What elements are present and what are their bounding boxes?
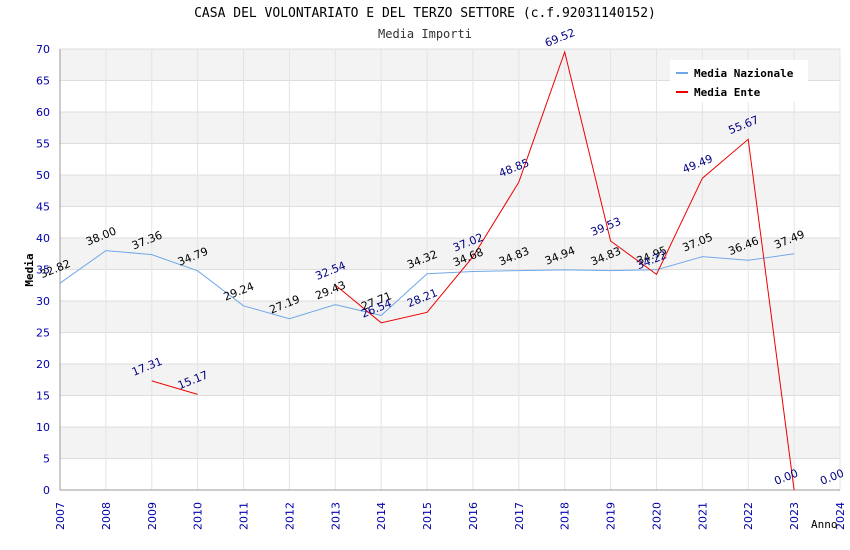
x-tick-label: 2016 [467, 502, 480, 530]
y-tick-label: 25 [36, 327, 50, 340]
data-label: 32.82 [38, 257, 72, 281]
data-label: 0.00 [772, 467, 800, 488]
series-line-media-nazionale [59, 250, 795, 320]
y-tick-label: 15 [36, 390, 50, 403]
series-line-media-ente [334, 50, 795, 491]
x-tick-label: 2013 [329, 502, 342, 530]
y-tick-label: 20 [36, 358, 50, 371]
x-tick-label: 2014 [375, 502, 388, 530]
grid-band [60, 364, 840, 396]
legend-box [670, 60, 808, 102]
x-tick-label: 2015 [421, 502, 434, 530]
legend-label: Media Ente [694, 86, 761, 99]
chart-title: CASA DEL VOLONTARIATO E DEL TERZO SETTOR… [194, 6, 656, 21]
y-tick-label: 40 [36, 232, 50, 245]
x-tick-label: 2019 [605, 502, 618, 530]
grid-band [60, 112, 840, 144]
x-tick-label: 2020 [650, 502, 663, 530]
x-tick-label: 2011 [238, 502, 251, 530]
x-tick-label: 2017 [513, 502, 526, 530]
x-tick-label: 2018 [559, 502, 572, 530]
y-tick-label: 35 [36, 264, 50, 277]
y-tick-label: 30 [36, 295, 50, 308]
data-label: 0.00 [818, 467, 846, 488]
y-axis-ticks: 0 5 10 15 20 25 30 35 40 45 50 55 60 65 70 [36, 43, 50, 497]
x-axis-ticks: 2007 2008 2009 2010 2011 2012 2013 2014 2015 2016… [54, 502, 847, 530]
y-tick-label: 70 [36, 43, 50, 56]
series-line-media-ente [151, 380, 198, 395]
axes [59, 49, 840, 491]
grid-band [60, 238, 840, 270]
x-axis-label: Anno [811, 518, 838, 531]
chart-subtitle: Media Importi [378, 27, 472, 41]
y-tick-label: 0 [43, 484, 50, 497]
grid-bands [60, 49, 840, 459]
x-tick-label: 2009 [146, 502, 159, 530]
grid-band [60, 427, 840, 459]
y-tick-label: 55 [36, 138, 50, 151]
x-tick-label: 2022 [742, 502, 755, 530]
x-tick-label: 2021 [696, 502, 709, 530]
y-tick-label: 10 [36, 421, 50, 434]
grid-band [60, 301, 840, 333]
x-tick-label: 2010 [192, 502, 205, 530]
data-label: 39.53 [589, 215, 623, 239]
series-lines [59, 50, 795, 491]
y-tick-label: 45 [36, 201, 50, 214]
x-tick-label: 2007 [54, 502, 67, 530]
x-tick-label: 2012 [283, 502, 296, 530]
legend-label: Media Nazionale [694, 67, 794, 80]
grid-band [60, 175, 840, 207]
data-label: 69.52 [543, 26, 577, 50]
y-tick-label: 50 [36, 169, 50, 182]
x-tick-label: 2008 [100, 502, 113, 530]
x-tick-label: 2024 [834, 502, 847, 530]
y-tick-label: 65 [36, 75, 50, 88]
y-axis-label: Media [23, 253, 36, 286]
y-tick-label: 60 [36, 106, 50, 119]
legend: Media Nazionale Media Ente [670, 60, 808, 102]
x-tick-label: 2023 [788, 502, 801, 530]
data-label: 29.24 [222, 280, 256, 304]
y-tick-label: 5 [43, 453, 50, 466]
